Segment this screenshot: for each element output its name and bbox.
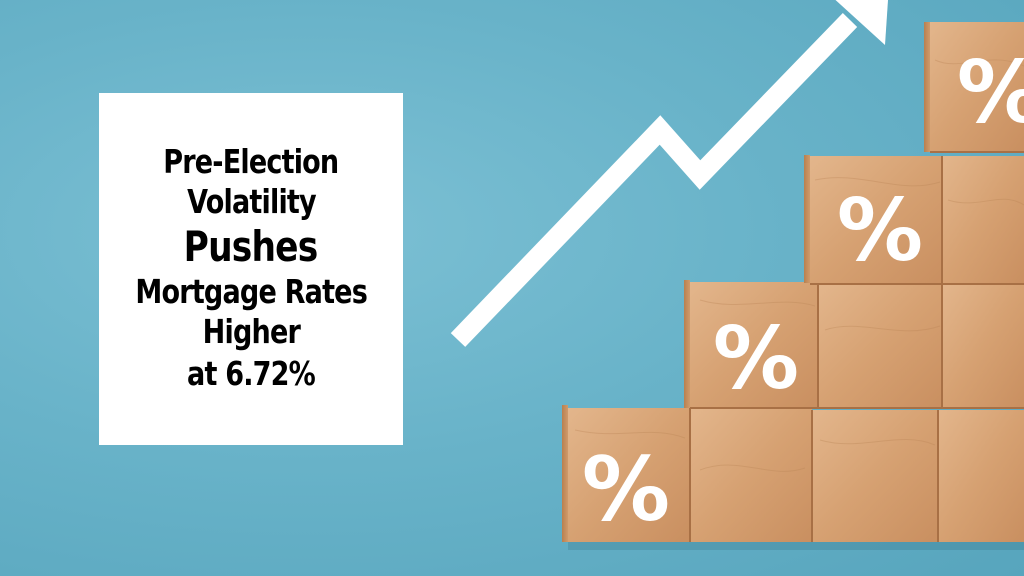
block-row-top — [924, 22, 1024, 153]
headline-line-4: Mortgage Rates — [135, 272, 367, 311]
percent-block-icon: % % % % — [582, 43, 1024, 541]
headline-line-6: at 6.72% — [187, 354, 316, 393]
percent-symbol: % — [837, 181, 923, 281]
headline-line-2: Volatility — [186, 182, 317, 221]
block-row-second — [684, 280, 1024, 409]
headline-line-5: Higher — [202, 312, 300, 351]
headline-line-1: Pre-Election — [163, 142, 339, 181]
headline-card: Pre-Election Volatility Pushes Mortgage … — [99, 93, 403, 445]
wood-grain — [574, 59, 1024, 472]
percent-symbol: % — [713, 309, 799, 409]
percent-symbol: % — [957, 43, 1024, 143]
percent-symbol: % — [582, 438, 670, 541]
block-shadow — [568, 540, 1024, 550]
headline-line-3: Pushes — [184, 222, 319, 271]
upward-trend-arrow-icon — [450, 0, 888, 347]
block-row-third — [804, 155, 1024, 285]
block-row-bottom — [562, 405, 1024, 542]
